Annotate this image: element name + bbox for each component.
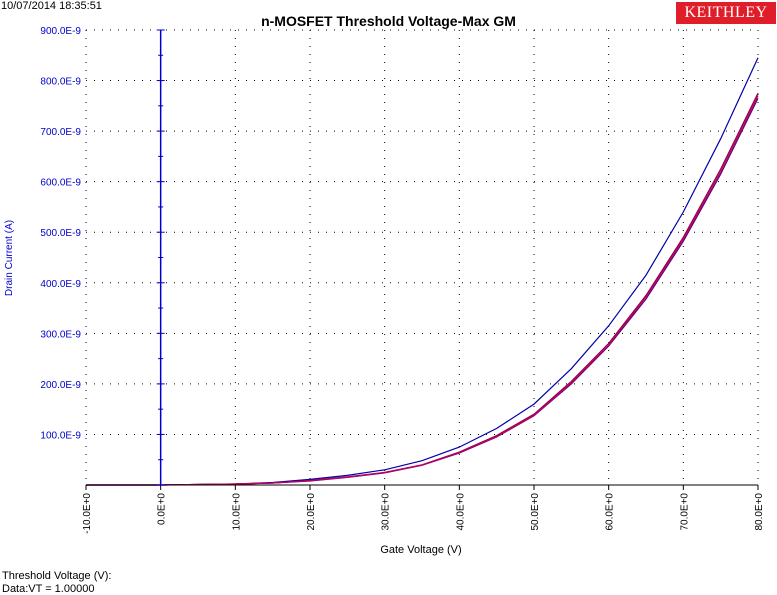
- y-axis-label: Drain Current (A): [4, 220, 15, 296]
- keithley-logo: KEITHLEY: [676, 2, 776, 24]
- series-line-4: [86, 95, 759, 486]
- x-axis-label: Gate Voltage (V): [380, 544, 461, 556]
- y-tick-label: 700.0E-9: [40, 127, 81, 138]
- x-tick-label: 40.0E+0: [455, 493, 466, 531]
- x-tick-label: 60.0E+0: [605, 493, 616, 531]
- x-tick-label: 20.0E+0: [306, 493, 317, 531]
- y-tick-label: 800.0E-9: [40, 77, 81, 88]
- x-tick-label: 50.0E+0: [530, 493, 541, 531]
- threshold-voltage-value: Data:VT = 1.00000: [2, 583, 95, 595]
- y-tick-label: 600.0E-9: [40, 178, 81, 189]
- x-tick-label: 30.0E+0: [381, 493, 392, 531]
- x-tick-label: 10.0E+0: [231, 493, 242, 531]
- y-tick-label: 200.0E-9: [40, 380, 81, 391]
- x-tick-label: 0.0E+0: [157, 493, 168, 525]
- x-tick-label: -10.0E+0: [82, 493, 93, 534]
- y-tick-label: 400.0E-9: [40, 279, 81, 290]
- series-line-2: [86, 92, 759, 486]
- series-line-1: [86, 57, 759, 486]
- y-tick-label: 500.0E-9: [40, 228, 81, 239]
- x-tick-label: 70.0E+0: [679, 493, 690, 531]
- y-tick-label: 100.0E-9: [40, 430, 81, 441]
- y-tick-label: 300.0E-9: [40, 329, 81, 340]
- threshold-voltage-label: Threshold Voltage (V):: [2, 570, 112, 582]
- timestamp: 10/07/2014 18:35:51: [1, 0, 102, 12]
- x-tick-label: 80.0E+0: [754, 493, 765, 531]
- chart-title: n-MOSFET Threshold Voltage-Max GM: [261, 13, 516, 29]
- series-line-3: [86, 98, 759, 486]
- y-tick-label: 900.0E-9: [40, 26, 81, 37]
